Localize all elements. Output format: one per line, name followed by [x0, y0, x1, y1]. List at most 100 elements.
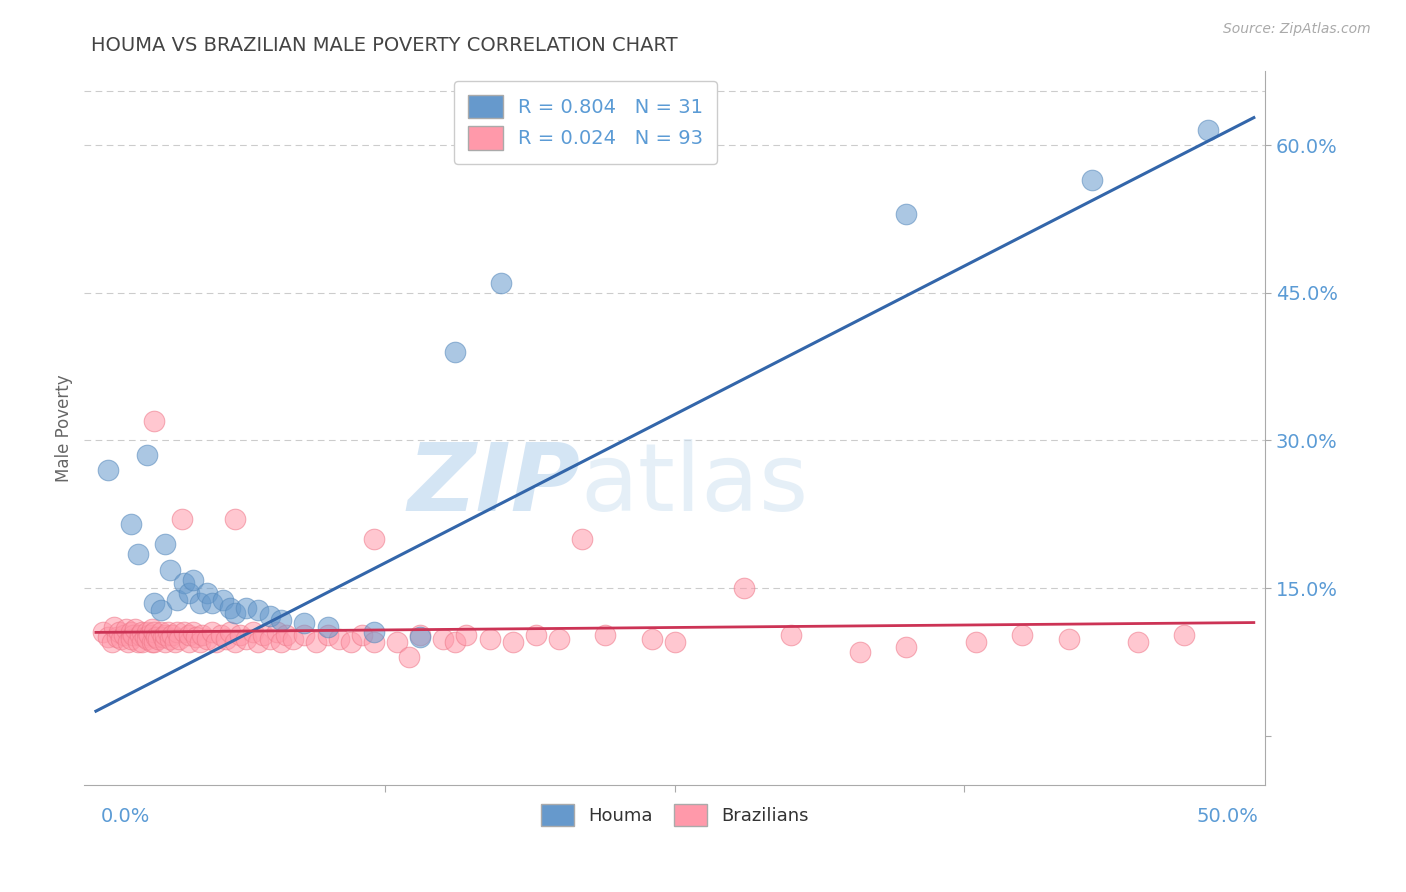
Point	[224, 512, 246, 526]
Point	[456, 628, 478, 642]
Point	[502, 635, 524, 649]
Point	[224, 635, 246, 649]
Point	[163, 635, 186, 649]
Point	[352, 628, 374, 642]
Point	[142, 635, 165, 649]
Point	[127, 547, 149, 561]
Point	[155, 635, 177, 649]
Point	[733, 581, 755, 595]
Point	[444, 635, 467, 649]
Point	[247, 603, 270, 617]
Point	[195, 586, 218, 600]
Point	[242, 625, 264, 640]
Point	[112, 628, 135, 642]
Point	[142, 414, 165, 428]
Point	[259, 608, 281, 623]
Point	[201, 596, 224, 610]
Point	[274, 628, 297, 642]
Point	[117, 635, 139, 649]
Point	[135, 632, 157, 647]
Point	[188, 635, 211, 649]
Point	[444, 344, 467, 359]
Point	[664, 635, 686, 649]
Point	[181, 625, 204, 640]
Point	[141, 635, 163, 649]
Point	[170, 512, 193, 526]
Point	[1011, 628, 1033, 642]
Point	[228, 628, 250, 642]
Point	[181, 573, 204, 587]
Point	[1126, 635, 1149, 649]
Point	[571, 532, 593, 546]
Text: HOUMA VS BRAZILIAN MALE POVERTY CORRELATION CHART: HOUMA VS BRAZILIAN MALE POVERTY CORRELAT…	[91, 36, 678, 54]
Point	[173, 625, 195, 640]
Point	[235, 632, 257, 647]
Point	[131, 625, 153, 640]
Point	[177, 586, 200, 600]
Text: 0.0%: 0.0%	[101, 806, 150, 826]
Point	[142, 596, 165, 610]
Point	[339, 635, 361, 649]
Point	[191, 628, 214, 642]
Point	[134, 630, 156, 644]
Point	[177, 628, 200, 642]
Point	[1080, 172, 1102, 186]
Point	[159, 563, 181, 577]
Point	[849, 645, 872, 659]
Point	[281, 632, 304, 647]
Point	[148, 632, 170, 647]
Point	[1057, 632, 1080, 647]
Point	[316, 620, 339, 634]
Point	[129, 628, 152, 642]
Point	[127, 635, 149, 649]
Point	[120, 625, 142, 640]
Point	[548, 632, 571, 647]
Point	[108, 625, 131, 640]
Point	[247, 635, 270, 649]
Point	[214, 632, 236, 647]
Point	[212, 593, 235, 607]
Point	[896, 207, 918, 221]
Point	[184, 630, 207, 644]
Point	[120, 517, 142, 532]
Point	[363, 532, 385, 546]
Point	[305, 635, 328, 649]
Point	[91, 625, 114, 640]
Point	[188, 596, 211, 610]
Point	[363, 625, 385, 640]
Point	[141, 623, 163, 637]
Point	[432, 632, 454, 647]
Point	[478, 632, 501, 647]
Point	[122, 628, 145, 642]
Point	[101, 635, 124, 649]
Text: atlas: atlas	[581, 439, 808, 532]
Point	[152, 630, 174, 644]
Point	[292, 628, 315, 642]
Point	[219, 600, 242, 615]
Point	[259, 632, 281, 647]
Point	[524, 628, 547, 642]
Point	[138, 628, 160, 642]
Point	[965, 635, 987, 649]
Point	[266, 625, 288, 640]
Text: ZIP: ZIP	[408, 439, 581, 532]
Point	[385, 635, 408, 649]
Point	[96, 630, 118, 644]
Point	[398, 650, 420, 665]
Point	[328, 632, 350, 647]
Point	[105, 630, 128, 644]
Point	[224, 606, 246, 620]
Point	[156, 625, 179, 640]
Point	[1197, 123, 1219, 137]
Point	[641, 632, 664, 647]
Point	[235, 600, 257, 615]
Point	[149, 603, 172, 617]
Point	[195, 632, 218, 647]
Point	[120, 632, 142, 647]
Point	[270, 635, 292, 649]
Point	[205, 635, 228, 649]
Point	[142, 625, 165, 640]
Point	[155, 628, 177, 642]
Point	[110, 632, 132, 647]
Point	[201, 625, 224, 640]
